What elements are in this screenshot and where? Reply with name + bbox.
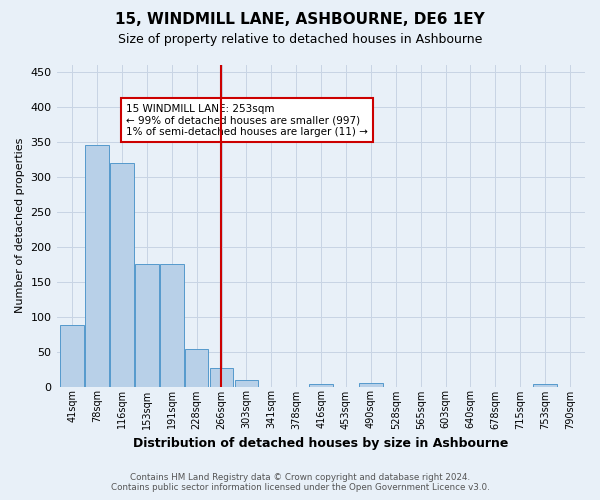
Text: 15, WINDMILL LANE, ASHBOURNE, DE6 1EY: 15, WINDMILL LANE, ASHBOURNE, DE6 1EY bbox=[115, 12, 485, 28]
Bar bbox=[533, 384, 557, 386]
Bar bbox=[85, 146, 109, 386]
Bar bbox=[185, 350, 208, 387]
Bar bbox=[235, 380, 258, 386]
Text: 15 WINDMILL LANE: 253sqm
← 99% of detached houses are smaller (997)
1% of semi-d: 15 WINDMILL LANE: 253sqm ← 99% of detach… bbox=[126, 104, 368, 137]
Text: Size of property relative to detached houses in Ashbourne: Size of property relative to detached ho… bbox=[118, 32, 482, 46]
Text: Contains HM Land Registry data © Crown copyright and database right 2024.
Contai: Contains HM Land Registry data © Crown c… bbox=[110, 473, 490, 492]
X-axis label: Distribution of detached houses by size in Ashbourne: Distribution of detached houses by size … bbox=[133, 437, 509, 450]
Bar bbox=[309, 384, 333, 386]
Y-axis label: Number of detached properties: Number of detached properties bbox=[15, 138, 25, 314]
Bar bbox=[210, 368, 233, 386]
Bar bbox=[61, 325, 84, 386]
Bar bbox=[135, 264, 158, 386]
Bar bbox=[110, 163, 134, 386]
Bar bbox=[160, 264, 184, 386]
Bar bbox=[359, 383, 383, 386]
